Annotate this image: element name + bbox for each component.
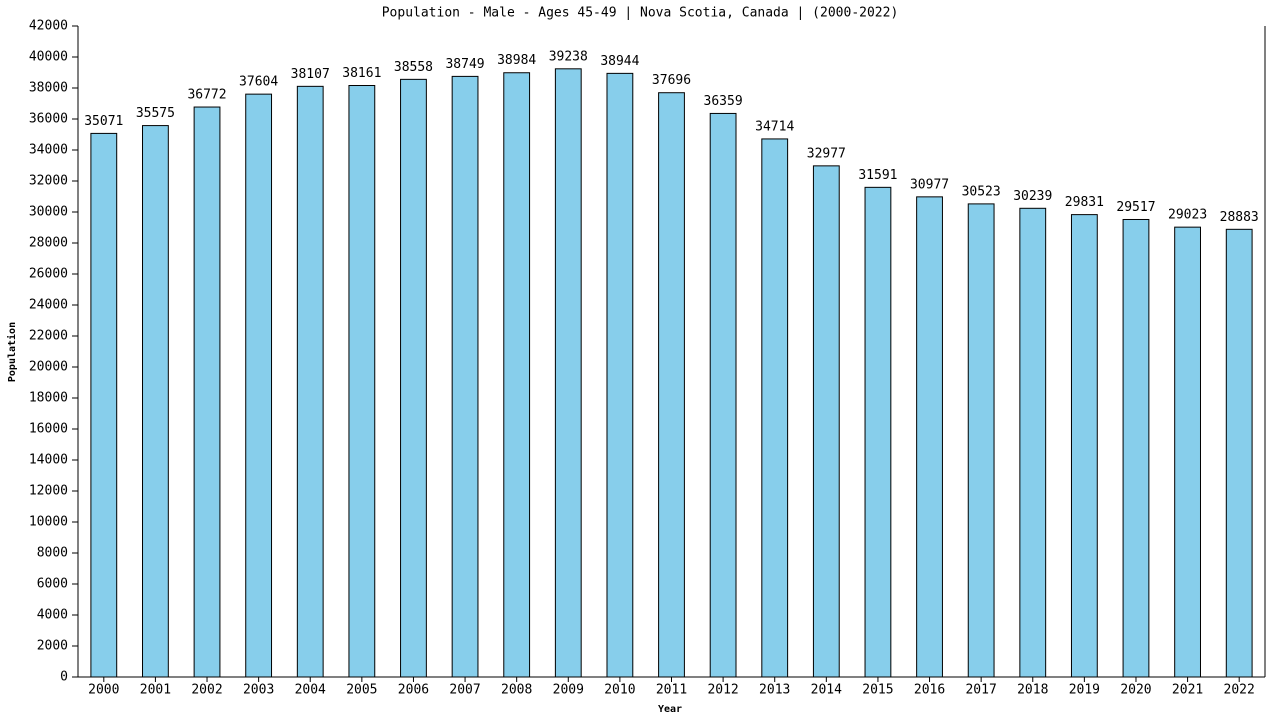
bar — [1070, 214, 1098, 678]
bar — [1122, 218, 1150, 678]
x-tick-label: 2021 — [1172, 683, 1203, 698]
x-tick-label: 2018 — [1017, 683, 1048, 698]
x-tick-label: 2011 — [656, 683, 687, 698]
bar — [90, 132, 118, 678]
x-tick-label: 2000 — [88, 683, 119, 698]
x-tick-label: 2001 — [140, 683, 171, 698]
bar — [1225, 228, 1253, 678]
bar — [606, 72, 634, 678]
y-tick-label: 26000 — [29, 267, 68, 282]
value-label: 29023 — [1168, 208, 1207, 223]
y-tick-label: 8000 — [37, 546, 68, 561]
y-tick-label: 28000 — [29, 236, 68, 251]
x-axis-label: Year — [658, 704, 682, 715]
y-tick-label: 34000 — [29, 143, 68, 158]
x-tick-label: 2013 — [759, 683, 790, 698]
value-label: 36359 — [704, 94, 743, 109]
y-tick-label: 20000 — [29, 360, 68, 375]
value-label: 29831 — [1065, 195, 1104, 210]
y-tick-label: 10000 — [29, 515, 68, 530]
value-label: 30977 — [910, 177, 949, 192]
y-tick-label: 38000 — [29, 81, 68, 96]
x-tick-label: 2016 — [914, 683, 945, 698]
bar — [400, 78, 427, 678]
bar — [245, 93, 273, 678]
value-label: 30523 — [962, 184, 1001, 199]
y-tick-label: 14000 — [29, 453, 68, 468]
x-tick-label: 2003 — [243, 683, 274, 698]
x-tick-label: 2022 — [1224, 683, 1255, 698]
bar — [296, 85, 324, 678]
x-tick-label: 2005 — [346, 683, 377, 698]
x-tick-label: 2012 — [707, 683, 738, 698]
x-tick-label: 2014 — [811, 683, 842, 698]
y-tick-label: 30000 — [29, 205, 68, 220]
y-tick-label: 4000 — [37, 608, 68, 623]
value-label: 37696 — [652, 73, 691, 88]
value-label: 29517 — [1116, 200, 1155, 215]
value-label: 35071 — [84, 114, 123, 129]
value-label: 30239 — [1013, 189, 1052, 204]
bar — [193, 106, 221, 678]
value-label: 38749 — [445, 57, 484, 72]
y-axis-label: Population — [6, 322, 18, 382]
y-tick-label: 6000 — [37, 577, 68, 592]
value-label: 37604 — [239, 75, 278, 90]
bar — [1174, 226, 1201, 678]
value-label: 35575 — [136, 106, 175, 121]
y-tick-label: 12000 — [29, 484, 68, 499]
x-tick-label: 2009 — [553, 683, 584, 698]
chart-title: Population - Male - Ages 45-49 | Nova Sc… — [382, 6, 899, 21]
y-tick-label: 2000 — [37, 639, 68, 654]
y-tick-label: 22000 — [29, 329, 68, 344]
y-tick-label: 24000 — [29, 298, 68, 313]
x-tick-label: 2006 — [398, 683, 429, 698]
bar — [348, 85, 376, 678]
x-tick-label: 2007 — [449, 683, 480, 698]
x-tick-label: 2002 — [191, 683, 222, 698]
value-label: 38944 — [600, 54, 639, 69]
bar — [1019, 207, 1047, 678]
value-label: 38558 — [394, 60, 433, 75]
y-tick-label: 42000 — [29, 19, 68, 34]
x-tick-label: 2020 — [1120, 683, 1151, 698]
value-label: 28883 — [1220, 210, 1259, 225]
bar — [916, 196, 943, 678]
value-label: 36772 — [187, 88, 226, 103]
bar — [142, 125, 169, 678]
y-tick-label: 16000 — [29, 422, 68, 437]
bar — [451, 75, 479, 678]
bar — [554, 68, 582, 678]
bar — [812, 165, 840, 678]
y-tick-label: 40000 — [29, 50, 68, 65]
y-tick-label: 18000 — [29, 391, 68, 406]
bar — [658, 92, 685, 678]
value-label: 38107 — [291, 67, 330, 82]
y-tick-label: 36000 — [29, 112, 68, 127]
bar — [503, 72, 531, 678]
value-label: 39238 — [549, 49, 588, 64]
value-label: 38984 — [497, 53, 536, 68]
bar — [709, 112, 737, 678]
value-label: 32977 — [807, 146, 846, 161]
x-tick-label: 2019 — [1069, 683, 1100, 698]
x-tick-label: 2015 — [862, 683, 893, 698]
value-label: 34714 — [755, 119, 794, 134]
bar — [967, 203, 995, 678]
y-tick-label: 0 — [60, 670, 68, 685]
x-tick-label: 2008 — [501, 683, 532, 698]
value-label: 38161 — [342, 66, 381, 81]
x-tick-label: 2004 — [295, 683, 326, 698]
x-tick-label: 2010 — [604, 683, 635, 698]
value-label: 31591 — [858, 168, 897, 183]
bar — [761, 138, 789, 678]
bar — [864, 186, 892, 678]
y-tick-label: 32000 — [29, 174, 68, 189]
x-tick-label: 2017 — [965, 683, 996, 698]
